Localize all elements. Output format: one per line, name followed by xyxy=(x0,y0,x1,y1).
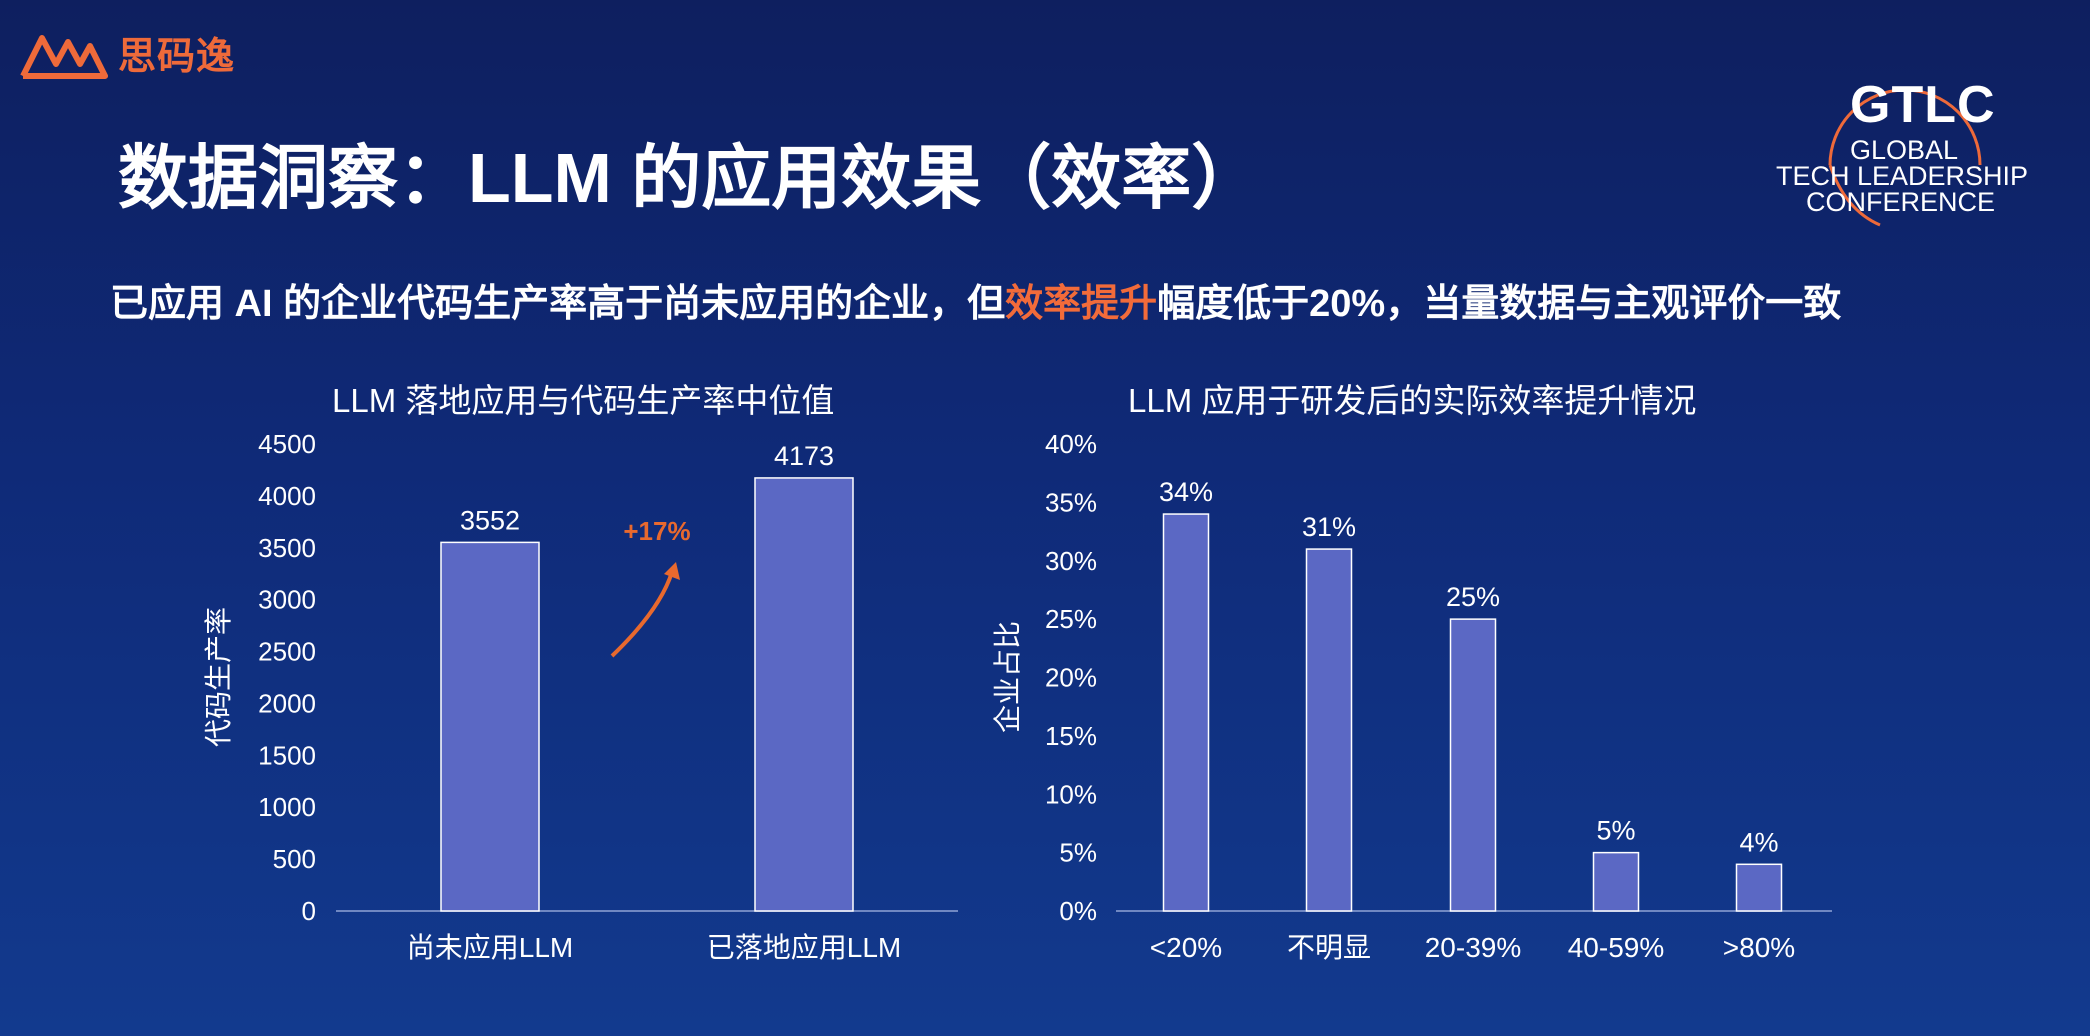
chart-1-category-label: 尚未应用LLM xyxy=(407,932,573,963)
conference-arc-icon xyxy=(1828,88,1982,227)
subtitle-text-before: 已应用 AI 的企业代码生产率高于尚未应用的企业，但 xyxy=(110,283,1006,325)
chart-1-y-label: 代码生产率 xyxy=(203,607,234,747)
brand-name: 思码逸 xyxy=(118,35,236,78)
chart-1-title: LLM 落地应用与代码生产率中位值 xyxy=(332,382,834,419)
chart-2-bar xyxy=(1735,863,1783,912)
growth-arrow-head-icon xyxy=(664,562,680,580)
subtitle-highlight: 效率提升 xyxy=(1005,283,1158,325)
growth-annotation: +17% xyxy=(623,516,690,546)
chart-1-y-tick: 1500 xyxy=(258,740,316,770)
chart-1-y-tick: 2500 xyxy=(258,637,316,667)
chart-1-y-tick: 0 xyxy=(302,896,316,926)
chart-1-data-label: 3552 xyxy=(460,505,520,535)
chart-2-y-tick: 20% xyxy=(1045,663,1097,693)
chart-1-bar xyxy=(754,477,854,912)
chart-2-title: LLM 应用于研发后的实际效率提升情况 xyxy=(1128,382,1696,419)
chart-2-bar xyxy=(1449,618,1497,912)
chart-1-y-tick: 2000 xyxy=(258,688,316,718)
page-title: 数据洞察：LLM 的应用效果（效率） xyxy=(118,139,1262,217)
chart-2-category-label: 不明显 xyxy=(1287,932,1371,963)
mountain-logo-icon xyxy=(20,35,108,79)
chart-2-data-label: 25% xyxy=(1446,582,1500,612)
chart-2-y-tick: 35% xyxy=(1045,487,1097,517)
chart-1-y-tick: 4500 xyxy=(258,429,316,459)
conference-abbr: GTLC xyxy=(1850,76,1996,134)
chart-2-data-label: 31% xyxy=(1302,512,1356,542)
chart-1-y-tick: 1000 xyxy=(258,792,316,822)
chart-1-y-tick: 4000 xyxy=(258,481,316,511)
chart-2-category-label: <20% xyxy=(1150,932,1222,963)
chart-2-data-label: 34% xyxy=(1159,477,1213,507)
chart-2-bar xyxy=(1305,548,1353,912)
chart-1-y-tick: 3500 xyxy=(258,533,316,563)
chart-2-bar xyxy=(1592,851,1640,912)
chart-2-y-tick: 5% xyxy=(1059,838,1097,868)
chart-2-y-tick: 0% xyxy=(1059,896,1097,926)
chart-1-y-tick: 500 xyxy=(273,844,316,874)
chart-2-y-tick: 30% xyxy=(1045,546,1097,576)
page-subtitle: 已应用 AI 的企业代码生产率高于尚未应用的企业，但效率提升幅度低于20%，当量… xyxy=(110,272,1841,327)
conference-line-3: CONFERENCE xyxy=(1806,187,1996,217)
chart-2-bar xyxy=(1162,513,1210,912)
chart-2-y-tick: 25% xyxy=(1045,604,1097,634)
chart-2-y-tick: 15% xyxy=(1045,721,1097,751)
conference-line-1: GLOBAL xyxy=(1850,135,1959,165)
chart-1-category-label: 已落地应用LLM xyxy=(707,932,901,963)
brand-logo: 思码逸 xyxy=(20,24,235,80)
chart-2-data-label: 4% xyxy=(1739,827,1778,857)
growth-arrow-icon xyxy=(610,571,674,658)
chart-1-y-tick: 3000 xyxy=(258,585,316,615)
chart-2-category-label: 20-39% xyxy=(1425,932,1522,963)
chart-1-bar xyxy=(440,541,540,912)
chart-2-y-tick: 10% xyxy=(1045,779,1097,809)
chart-1-data-label: 4173 xyxy=(774,441,834,471)
conference-logo: GTLC GLOBAL TECH LEADERSHIP CONFERENCE xyxy=(1770,55,2030,235)
chart-2-data-label: 5% xyxy=(1596,816,1635,846)
subtitle-text-after: 幅度低于20%，当量数据与主观评价一致 xyxy=(1157,283,1842,325)
conference-line-2: TECH LEADERSHIP xyxy=(1776,161,2029,191)
chart-2-category-label: 40-59% xyxy=(1568,932,1665,963)
chart-2-y-label: 企业占比 xyxy=(992,621,1023,733)
chart-2-y-tick: 40% xyxy=(1045,429,1097,459)
chart-2-category-label: >80% xyxy=(1723,932,1795,963)
